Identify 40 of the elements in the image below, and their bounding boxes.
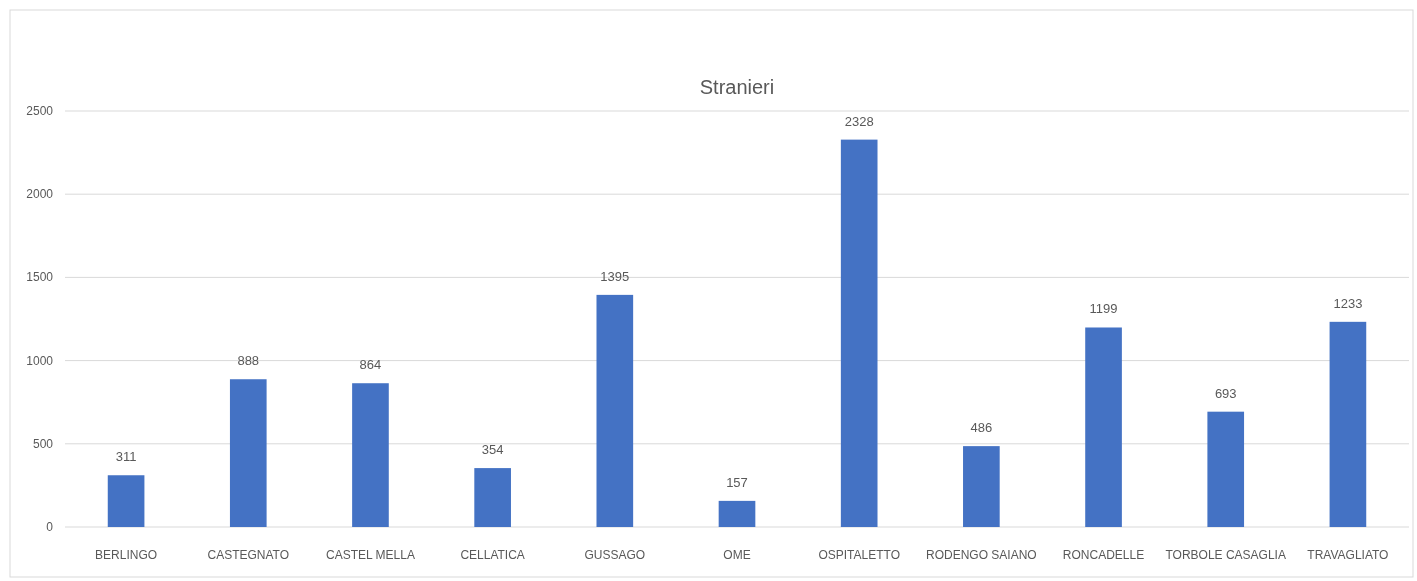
chart-title: Stranieri xyxy=(699,76,775,98)
bar xyxy=(229,379,267,527)
bar xyxy=(718,500,756,527)
y-tick-label: 1500 xyxy=(26,270,54,285)
y-tick-label: 0 xyxy=(46,520,54,534)
bar xyxy=(474,468,511,527)
data-label: 311 xyxy=(115,449,137,465)
y-tick-label: 500 xyxy=(32,436,54,451)
data-label: 1199 xyxy=(1089,301,1118,317)
y-tick-label: 2000 xyxy=(26,187,54,202)
bar xyxy=(1207,411,1245,527)
data-label: 864 xyxy=(359,357,382,373)
data-label: 354 xyxy=(481,442,504,458)
data-label: 1233 xyxy=(1333,295,1363,311)
x-tick-label: CASTEGNATO xyxy=(207,548,290,562)
bar xyxy=(963,446,1000,527)
x-tick-label: BERLINGO xyxy=(95,548,158,562)
y-tick-label: 2500 xyxy=(26,104,54,118)
data-label: 2328 xyxy=(844,113,874,129)
x-tick-label: TORBOLE CASAGLIA xyxy=(1165,548,1286,562)
y-tick-label: 1000 xyxy=(26,353,54,368)
bar xyxy=(1329,321,1367,527)
x-tick-label: CASTEL MELLA xyxy=(325,548,415,562)
x-tick-label: RODENGO SAIANO xyxy=(926,548,1037,562)
data-label: 157 xyxy=(726,474,748,490)
data-label: 888 xyxy=(237,353,260,369)
x-tick-label: GUSSAGO xyxy=(584,548,646,562)
bar xyxy=(840,139,878,527)
bar xyxy=(352,383,389,527)
x-tick-label: RONCADELLE xyxy=(1062,548,1145,562)
bar xyxy=(596,294,634,527)
bar xyxy=(1085,327,1122,527)
data-label: 486 xyxy=(970,420,993,436)
x-tick-label: OME xyxy=(723,548,751,562)
x-tick-label: TRAVAGLIATO xyxy=(1307,548,1389,562)
bar xyxy=(107,475,145,527)
x-tick-label: CELLATICA xyxy=(460,548,525,562)
x-tick-label: OSPITALETTO xyxy=(818,548,900,562)
data-label: 693 xyxy=(1214,385,1237,401)
data-label: 1395 xyxy=(600,268,630,284)
